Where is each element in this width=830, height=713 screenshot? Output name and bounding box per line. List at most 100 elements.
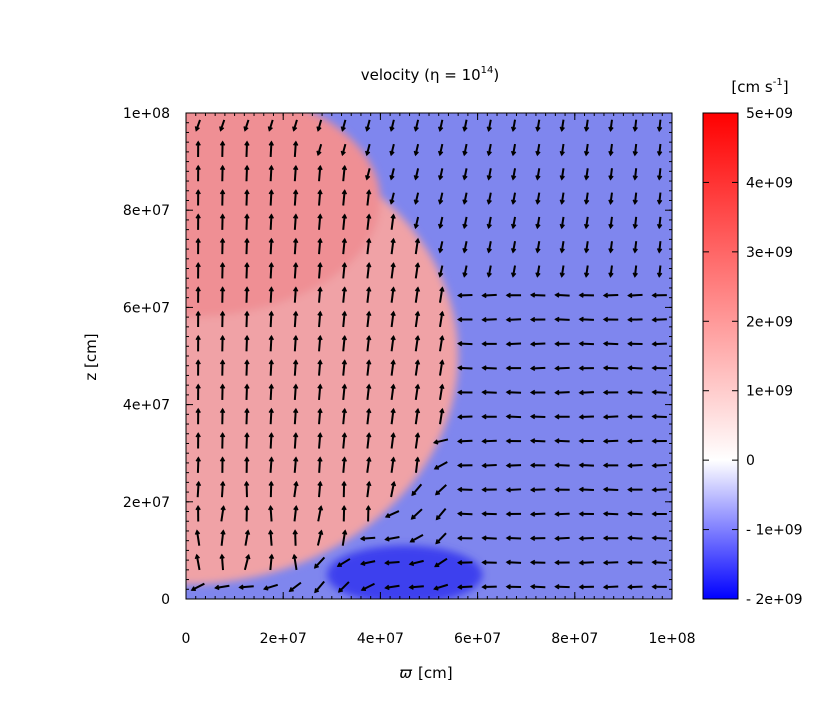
velocity-vector-head	[437, 126, 444, 132]
velocity-vector-head	[457, 292, 463, 299]
y-axis-label: z [cm]	[82, 333, 100, 380]
velocity-vector	[536, 168, 541, 180]
velocity-vector-head	[535, 199, 541, 205]
velocity-vector	[342, 384, 346, 401]
velocity-vector	[458, 342, 473, 346]
velocity-vector	[390, 287, 395, 303]
velocity-vector	[414, 263, 419, 279]
velocity-vector-head	[390, 359, 396, 365]
velocity-vector	[269, 312, 273, 328]
velocity-vector	[245, 141, 249, 157]
velocity-vector	[555, 366, 570, 370]
velocity-vector-head	[244, 286, 250, 292]
velocity-vector-head	[365, 150, 371, 157]
velocity-vector	[314, 556, 326, 569]
velocity-vector	[458, 439, 473, 443]
x-tick-label: 1e+08	[648, 631, 695, 647]
velocity-vector	[531, 512, 546, 516]
velocity-vector	[195, 119, 201, 131]
velocity-vector-head	[366, 456, 372, 462]
velocity-vector-head	[456, 462, 463, 469]
velocity-vector	[531, 293, 546, 297]
velocity-vector-head	[219, 432, 226, 438]
velocity-vector-head	[627, 535, 633, 541]
velocity-vector	[507, 464, 522, 467]
velocity-vector	[414, 168, 420, 180]
velocity-vector	[628, 293, 643, 297]
velocity-vector-head	[292, 237, 299, 244]
velocity-vector	[293, 482, 298, 498]
velocity-vector	[658, 143, 662, 156]
velocity-vector	[531, 439, 546, 443]
velocity-vector-head	[627, 414, 633, 420]
velocity-vector-head	[390, 383, 396, 389]
velocity-vector	[414, 239, 419, 255]
velocity-vector-head	[245, 553, 251, 560]
velocity-vector-head	[219, 334, 226, 341]
velocity-vector	[269, 530, 273, 546]
velocity-vector-head	[318, 529, 324, 535]
velocity-vector-head	[341, 189, 348, 195]
velocity-vector-head	[390, 286, 396, 292]
velocity-vector	[220, 482, 224, 498]
velocity-vector-head	[413, 199, 419, 205]
velocity-vector	[244, 530, 250, 546]
velocity-vector	[531, 342, 546, 346]
chart-title: velocity (η = 1014)	[361, 65, 500, 84]
velocity-vector-head	[413, 175, 419, 181]
velocity-vector	[342, 336, 346, 352]
velocity-vector-head	[462, 150, 468, 157]
velocity-vector-head	[651, 511, 657, 517]
velocity-vector-head	[244, 359, 250, 365]
velocity-vector-head	[456, 535, 463, 541]
velocity-vector	[507, 318, 522, 321]
velocity-vector	[438, 143, 444, 156]
velocity-vector-head	[439, 383, 445, 390]
velocity-vector-head	[651, 365, 657, 371]
velocity-vector-head	[268, 310, 274, 316]
velocity-vector-head	[510, 175, 517, 181]
velocity-vector	[341, 119, 347, 131]
velocity-vector	[414, 192, 420, 204]
velocity-vector-head	[529, 535, 536, 542]
velocity-vector	[269, 141, 273, 157]
velocity-vector-head	[505, 317, 511, 323]
velocity-vector	[411, 483, 423, 496]
velocity-vector	[245, 336, 249, 352]
velocity-vector	[609, 119, 613, 131]
velocity-vector	[579, 488, 594, 491]
velocity-vector-head	[656, 199, 663, 205]
velocity-vector	[314, 580, 325, 593]
velocity-vector	[560, 168, 565, 180]
velocity-vector-head	[390, 213, 396, 219]
velocity-vector	[269, 287, 273, 303]
velocity-vector-head	[602, 511, 609, 517]
plot-area	[186, 113, 672, 599]
velocity-vector-head	[578, 584, 584, 590]
velocity-vector	[579, 464, 594, 467]
velocity-vector-head	[414, 262, 421, 268]
velocity-vector-head	[317, 189, 323, 195]
velocity-vector-head	[268, 237, 274, 244]
velocity-vector-head	[529, 413, 536, 420]
velocity-vector-head	[365, 504, 372, 511]
velocity-vector-head	[651, 584, 657, 590]
velocity-vector-head	[219, 456, 226, 462]
velocity-vector	[269, 360, 273, 376]
velocity-vector-head	[578, 365, 584, 371]
velocity-vector-head	[219, 164, 226, 171]
velocity-vector	[366, 433, 371, 449]
velocity-vector	[585, 192, 589, 204]
velocity-vector	[633, 241, 638, 253]
x-axis-symbol: ϖ	[399, 664, 412, 682]
velocity-vector-head	[608, 223, 614, 230]
velocity-vector-head	[238, 584, 244, 590]
velocity-vector-head	[602, 438, 609, 444]
velocity-vector-head	[389, 175, 395, 181]
y-tick-label: 6e+07	[123, 300, 170, 316]
velocity-vector	[482, 293, 497, 297]
velocity-vector	[652, 488, 667, 491]
velocity-vector	[609, 143, 613, 156]
velocity-vector	[579, 391, 594, 394]
